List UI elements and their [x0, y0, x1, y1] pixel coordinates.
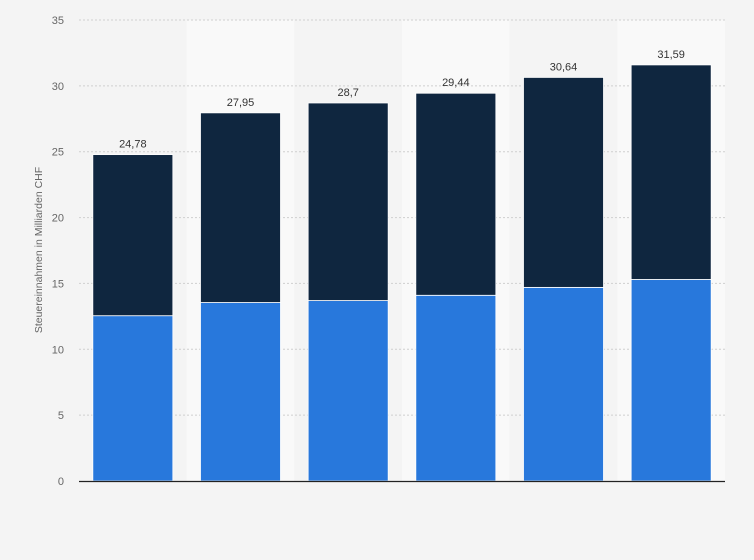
- bar-segment-bottom: [307, 300, 389, 482]
- bar-segment-top: [92, 154, 174, 317]
- bar-segment-bottom: [523, 286, 604, 482]
- bar-total-label: 30,64: [550, 61, 578, 73]
- bar-segment-top: [307, 102, 389, 301]
- y-tick-label: 0: [58, 476, 64, 488]
- bars: [92, 64, 712, 482]
- bar-total-label: 27,95: [227, 97, 255, 109]
- y-tick-label: 15: [52, 278, 64, 290]
- y-tick-label: 25: [52, 147, 64, 159]
- bar-segment-bottom: [415, 294, 497, 482]
- bar-segment-bottom: [630, 279, 712, 482]
- bar-segment-bottom: [92, 315, 174, 482]
- bar-segment-top: [523, 77, 604, 288]
- total-labels: 24,78 27,95 28,7 29,44 30,64 31,59: [119, 49, 685, 151]
- y-tick-label: 20: [52, 213, 64, 225]
- y-tick-label: 10: [52, 344, 64, 356]
- y-tick-label: 35: [52, 15, 64, 27]
- bar-segment-top: [200, 112, 281, 303]
- bar-segment-top: [630, 64, 712, 280]
- y-axis-title: Steuereinnahmen in Milliarden CHF: [33, 167, 45, 333]
- bar-total-label: 28,7: [337, 87, 358, 99]
- bar-total-label: 29,44: [442, 77, 470, 89]
- bar-segment-bottom: [200, 302, 281, 482]
- bar-total-label: 24,78: [119, 139, 147, 151]
- y-axis-ticks: 0 5 10 15 20 25 30 35: [52, 15, 64, 488]
- bar-total-label: 31,59: [657, 49, 685, 61]
- y-tick-label: 30: [52, 81, 64, 93]
- y-tick-label: 5: [58, 410, 64, 422]
- bar-segment-top: [415, 92, 497, 296]
- plot-bands: [79, 20, 725, 481]
